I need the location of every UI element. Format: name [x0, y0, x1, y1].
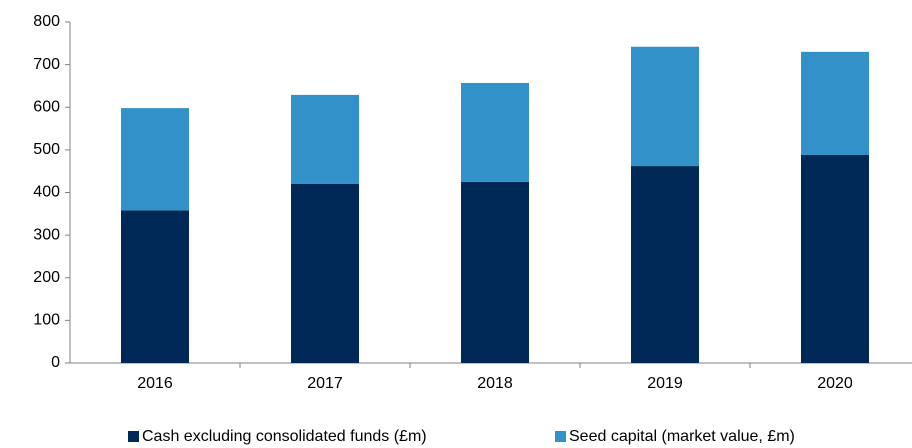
- y-tick-label: 400: [33, 184, 60, 201]
- x-tick-label: 2018: [477, 375, 513, 392]
- bar-segment: [121, 210, 189, 363]
- bar-segment: [631, 166, 699, 363]
- legend-swatch: [128, 431, 139, 442]
- bar-segment: [801, 51, 869, 155]
- bar-segment: [801, 154, 869, 363]
- legend-label: Seed capital (market value, £m): [569, 428, 795, 445]
- x-tick-label: 2020: [817, 375, 853, 392]
- y-tick-label: 100: [33, 312, 60, 329]
- y-tick-label: 200: [33, 269, 60, 286]
- bar-segment: [121, 108, 189, 211]
- bar-segment: [461, 181, 529, 363]
- bar-segment: [291, 94, 359, 184]
- bar-segment: [291, 183, 359, 363]
- y-tick-label: 600: [33, 98, 60, 115]
- legend-swatch: [555, 431, 566, 442]
- y-tick-label: 300: [33, 226, 60, 243]
- y-tick-label: 700: [33, 56, 60, 73]
- bar-segment: [461, 82, 529, 182]
- legend-label: Cash excluding consolidated funds (£m): [142, 428, 427, 445]
- y-tick-label: 0: [51, 354, 60, 371]
- bar-segment: [631, 46, 699, 167]
- x-tick-label: 2019: [647, 375, 683, 392]
- x-tick-label: 2016: [137, 375, 173, 392]
- x-tick-label: 2017: [307, 375, 343, 392]
- y-tick-label: 800: [33, 13, 60, 30]
- y-tick-label: 500: [33, 141, 60, 158]
